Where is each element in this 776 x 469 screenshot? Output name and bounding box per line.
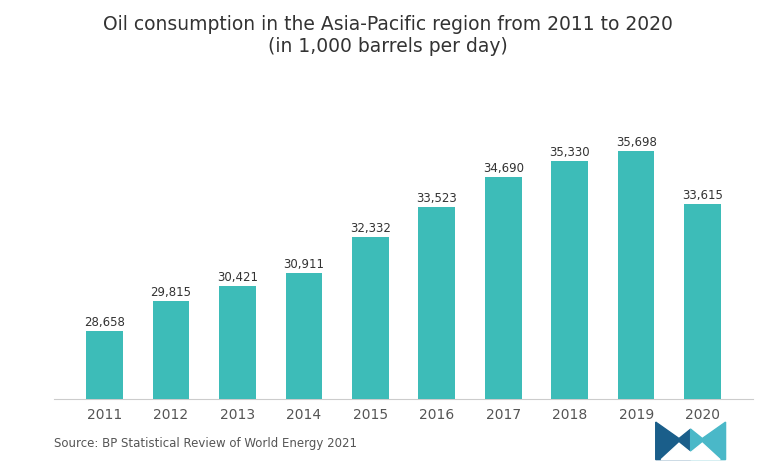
- Text: 29,815: 29,815: [151, 286, 192, 299]
- Text: 35,698: 35,698: [616, 136, 656, 149]
- Text: 30,421: 30,421: [217, 271, 258, 284]
- Bar: [286, 273, 322, 469]
- Bar: [86, 331, 123, 469]
- Text: 33,615: 33,615: [682, 189, 723, 202]
- Text: 34,690: 34,690: [483, 162, 524, 175]
- Bar: [153, 301, 189, 469]
- Bar: [219, 286, 255, 469]
- Polygon shape: [691, 422, 726, 460]
- Bar: [684, 204, 721, 469]
- Text: Oil consumption in the Asia-Pacific region from 2011 to 2020
(in 1,000 barrels p: Oil consumption in the Asia-Pacific regi…: [103, 15, 673, 56]
- Polygon shape: [661, 443, 691, 460]
- Text: 30,911: 30,911: [283, 258, 324, 271]
- Bar: [485, 177, 521, 469]
- Text: 33,523: 33,523: [417, 192, 457, 204]
- Bar: [352, 237, 389, 469]
- Text: 28,658: 28,658: [84, 316, 125, 329]
- Text: Source: BP Statistical Review of World Energy 2021: Source: BP Statistical Review of World E…: [54, 437, 357, 450]
- Polygon shape: [691, 443, 720, 460]
- Text: 35,330: 35,330: [549, 145, 590, 159]
- Text: 32,332: 32,332: [350, 222, 391, 235]
- Bar: [552, 160, 588, 469]
- Bar: [418, 207, 455, 469]
- Polygon shape: [656, 422, 691, 460]
- Bar: [618, 151, 654, 469]
